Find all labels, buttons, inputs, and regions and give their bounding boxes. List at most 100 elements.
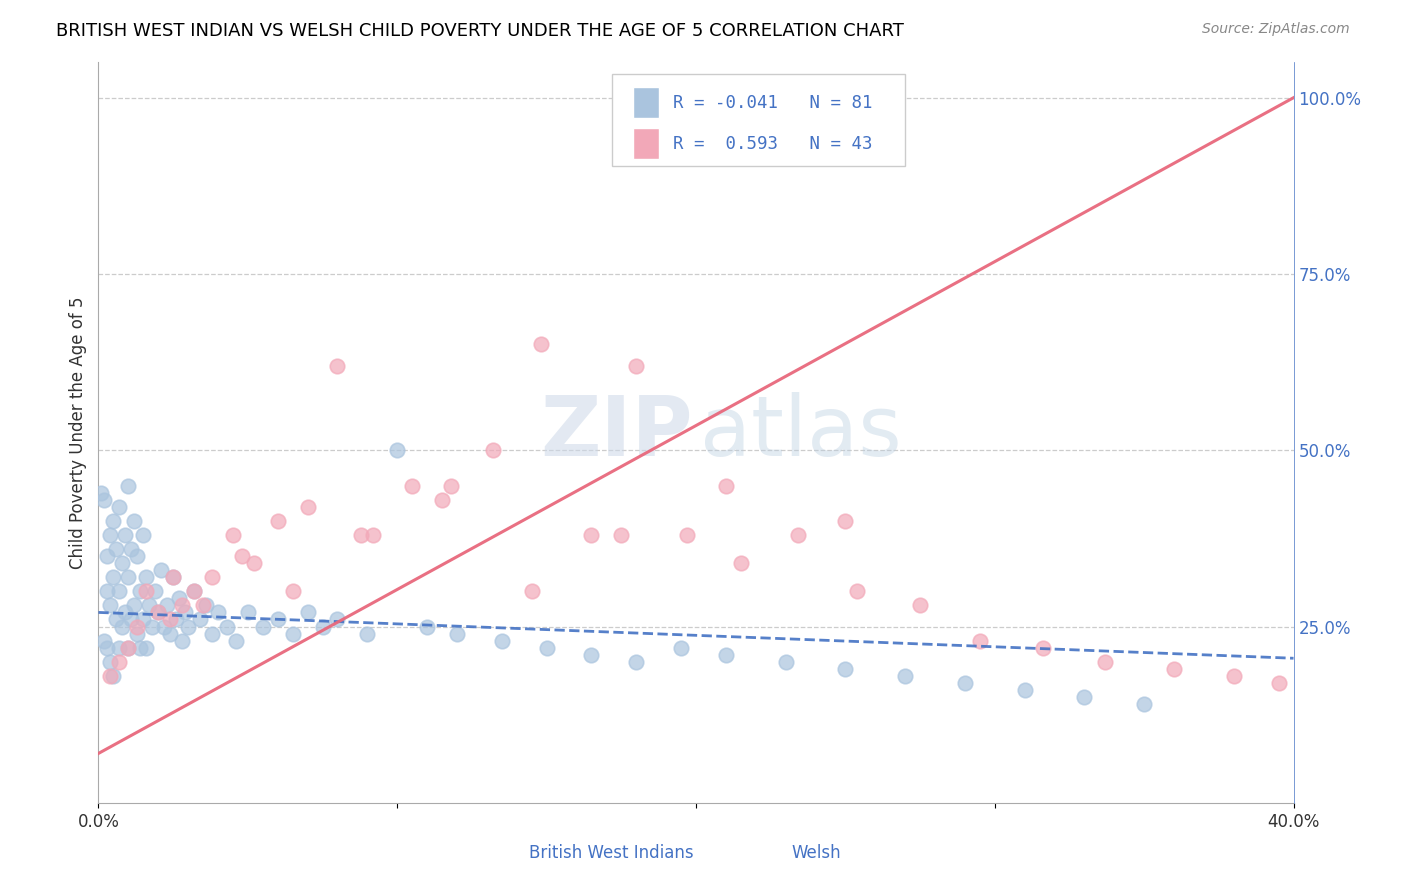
Point xyxy=(520,584,543,599)
Point xyxy=(165,612,187,626)
Point xyxy=(252,619,274,633)
Point xyxy=(90,485,112,500)
Point xyxy=(174,606,197,620)
Point xyxy=(231,549,253,563)
Point xyxy=(98,528,122,542)
Point xyxy=(953,676,976,690)
Point xyxy=(536,640,558,655)
Point xyxy=(96,584,118,599)
Point xyxy=(356,626,378,640)
Point xyxy=(153,619,176,633)
Text: ZIP: ZIP xyxy=(540,392,692,473)
Point xyxy=(120,541,142,556)
Point xyxy=(143,584,166,599)
Point xyxy=(222,528,245,542)
Point xyxy=(1094,655,1116,669)
Point xyxy=(98,655,122,669)
Text: R =  0.593   N = 43: R = 0.593 N = 43 xyxy=(673,135,873,153)
Point xyxy=(124,514,146,528)
Point xyxy=(108,500,131,514)
Point xyxy=(1133,697,1156,711)
Point xyxy=(416,619,439,633)
Point xyxy=(167,591,190,606)
Point xyxy=(103,514,125,528)
Point xyxy=(676,528,699,542)
Point xyxy=(626,359,648,373)
Point xyxy=(129,640,152,655)
Point xyxy=(108,655,131,669)
Point xyxy=(191,599,214,613)
Point xyxy=(111,556,134,570)
Point xyxy=(401,478,423,492)
Point xyxy=(135,570,157,584)
Point xyxy=(172,633,194,648)
Text: Welsh: Welsh xyxy=(792,844,841,863)
Point xyxy=(482,443,505,458)
Point xyxy=(626,655,648,669)
Text: British West Indians: British West Indians xyxy=(529,844,693,863)
Point xyxy=(326,359,349,373)
FancyBboxPatch shape xyxy=(613,73,905,166)
Point xyxy=(96,549,118,563)
Point xyxy=(159,612,181,626)
Point xyxy=(117,570,139,584)
Point xyxy=(894,669,917,683)
Point xyxy=(243,556,266,570)
Point xyxy=(714,478,737,492)
Point xyxy=(350,528,373,542)
Point xyxy=(98,669,122,683)
Point xyxy=(281,626,304,640)
Point xyxy=(105,541,128,556)
Point xyxy=(610,528,633,542)
Point xyxy=(195,599,218,613)
Point xyxy=(363,528,385,542)
Point xyxy=(183,584,205,599)
Point xyxy=(385,443,409,458)
Point xyxy=(183,584,205,599)
Point xyxy=(1267,676,1289,690)
Point xyxy=(207,606,229,620)
FancyBboxPatch shape xyxy=(633,128,659,159)
Point xyxy=(132,528,155,542)
Point xyxy=(138,599,160,613)
Point xyxy=(159,626,181,640)
Point xyxy=(297,500,319,514)
Point xyxy=(162,570,184,584)
FancyBboxPatch shape xyxy=(499,842,520,864)
Point xyxy=(581,528,603,542)
Text: atlas: atlas xyxy=(700,392,901,473)
Point xyxy=(1073,690,1095,704)
Point xyxy=(103,669,125,683)
Point xyxy=(297,606,319,620)
Point xyxy=(440,478,463,492)
Point xyxy=(326,612,349,626)
Point xyxy=(846,584,869,599)
Point xyxy=(114,528,136,542)
Point xyxy=(120,612,142,626)
Point xyxy=(127,626,149,640)
Point xyxy=(132,612,155,626)
Point xyxy=(156,599,179,613)
Point xyxy=(834,662,856,676)
Point xyxy=(117,478,139,492)
Point xyxy=(581,648,603,662)
Point xyxy=(129,584,152,599)
Point xyxy=(135,640,157,655)
Point xyxy=(236,606,259,620)
Point xyxy=(730,556,752,570)
Point xyxy=(96,640,118,655)
Point xyxy=(148,606,170,620)
Point xyxy=(430,492,453,507)
Point xyxy=(124,599,146,613)
Point xyxy=(141,619,163,633)
Point xyxy=(1163,662,1185,676)
Point xyxy=(491,633,513,648)
FancyBboxPatch shape xyxy=(762,842,783,864)
Point xyxy=(117,640,139,655)
Point xyxy=(135,584,157,599)
Point xyxy=(530,337,553,351)
Point xyxy=(105,612,128,626)
Point xyxy=(114,606,136,620)
FancyBboxPatch shape xyxy=(633,87,659,119)
Point xyxy=(177,619,200,633)
